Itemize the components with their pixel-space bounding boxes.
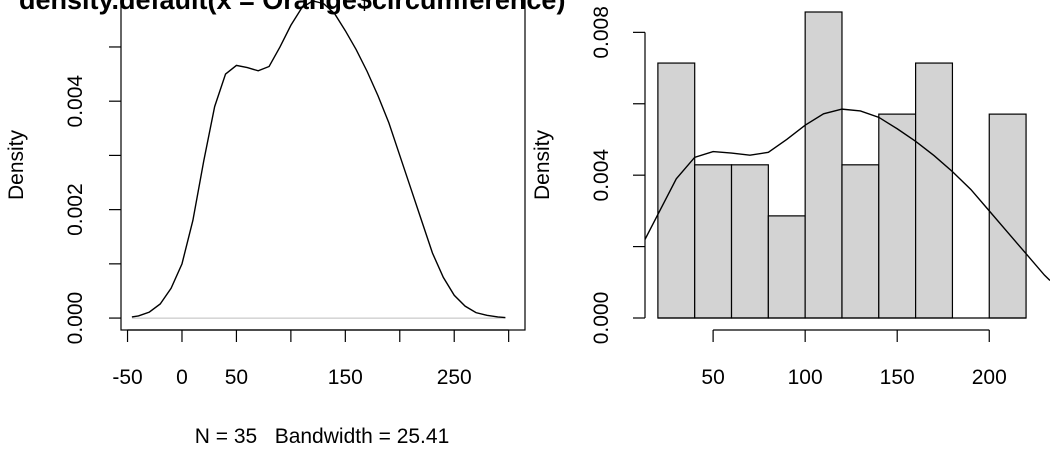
- histogram-x-tick-label: 200: [972, 366, 1007, 389]
- density-y-tick-label: 0.002: [64, 183, 87, 236]
- histogram-bar: [804, 11, 843, 319]
- histogram-y-tick-label: 0.004: [590, 149, 613, 202]
- histogram-x-tick-label: 50: [701, 366, 724, 389]
- histogram-bar: [730, 164, 769, 319]
- histogram-y-tick-label: 0.008: [590, 6, 613, 59]
- density-plot-title: density.default(x = Orange$circumference…: [19, 0, 565, 15]
- histogram-x-tick-label: 100: [788, 366, 823, 389]
- density-y-axis: 0.000 0.002 0.004: [64, 46, 121, 345]
- histogram-bar: [841, 164, 880, 319]
- histogram-y-label: Density: [531, 129, 554, 200]
- density-y-label: Density: [5, 129, 28, 200]
- density-x-tick-label: 150: [328, 366, 363, 389]
- histogram-plot: 0.000 0.004 0.008 50 100 150 200 Density: [531, 6, 1050, 389]
- density-x-tick-label: 0: [176, 366, 188, 389]
- histogram-x-axis: 50 100 150 200: [701, 329, 1007, 389]
- density-x-label: N = 35 Bandwidth = 25.41: [195, 425, 450, 448]
- density-x-axis: -50 0 50 150 250: [112, 329, 510, 389]
- histogram-bar: [694, 164, 733, 319]
- density-curve: [131, 0, 506, 319]
- density-plot-frame: [120, 0, 526, 331]
- density-plot: density.default(x = Orange$circumference…: [5, 0, 565, 448]
- histogram-density-overlay: [645, 108, 1050, 282]
- density-y-tick-label: 0.000: [64, 292, 87, 345]
- histogram-bar: [657, 62, 696, 319]
- histogram-y-tick-label: 0.000: [590, 292, 613, 345]
- density-y-tick-label: 0.004: [64, 75, 87, 128]
- histogram-bar: [767, 215, 806, 319]
- density-x-tick-label: 250: [437, 366, 472, 389]
- histogram-x-tick-label: 150: [880, 366, 915, 389]
- histogram-y-axis: 0.000 0.004 0.008: [590, 6, 646, 345]
- histogram-bars: [657, 11, 1027, 319]
- histogram-bar: [988, 113, 1027, 319]
- histogram-bar: [915, 62, 954, 319]
- density-x-tick-label: -50: [112, 366, 142, 389]
- histogram-bar: [878, 113, 917, 319]
- density-x-tick-label: 50: [225, 366, 248, 389]
